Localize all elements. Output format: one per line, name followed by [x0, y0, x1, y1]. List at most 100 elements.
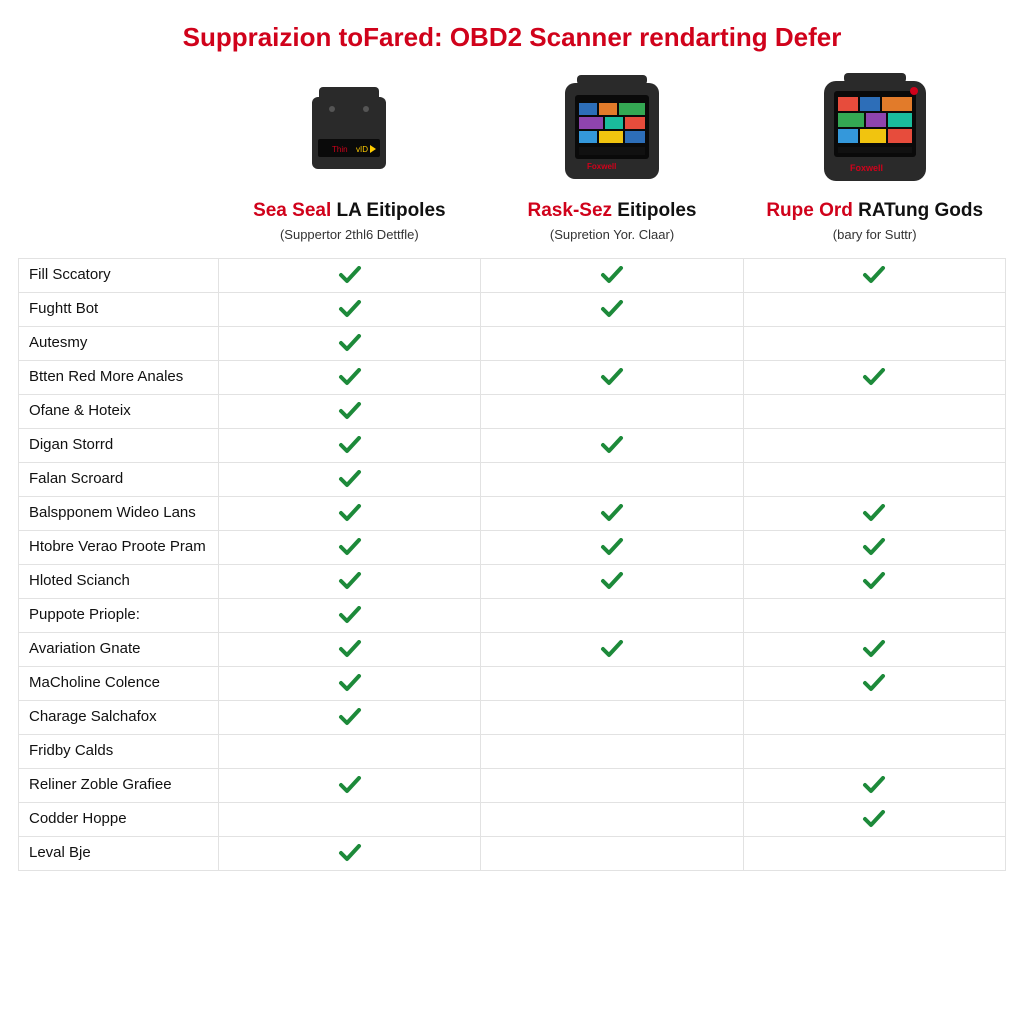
feature-cell — [219, 734, 481, 768]
table-row: Fridby Calds — [19, 734, 1006, 768]
product-subtitle-1: (Supretion Yor. Claar) — [489, 227, 736, 242]
feature-label: Hloted Scianch — [19, 564, 219, 598]
feature-label: Autesmy — [19, 326, 219, 360]
feature-cell — [743, 700, 1005, 734]
product-name-black-0: LA Eitipoles — [331, 200, 445, 221]
feature-cell — [481, 428, 743, 462]
check-icon — [338, 776, 362, 794]
feature-cell — [219, 292, 481, 326]
feature-label: Fill Sccatory — [19, 258, 219, 292]
feature-cell — [481, 360, 743, 394]
check-icon — [338, 368, 362, 386]
feature-label: Codder Hoppe — [19, 802, 219, 836]
feature-label: Fughtt Bot — [19, 292, 219, 326]
check-icon — [862, 368, 886, 386]
feature-label: Leval Bje — [19, 836, 219, 870]
check-icon — [862, 572, 886, 590]
feature-cell — [481, 326, 743, 360]
feature-cell — [743, 666, 1005, 700]
check-icon — [862, 640, 886, 658]
feature-cell — [481, 802, 743, 836]
feature-cell — [219, 836, 481, 870]
feature-cell — [481, 394, 743, 428]
check-icon — [600, 640, 624, 658]
product-name-2: Rupe Ord RATung Gods — [751, 199, 998, 223]
feature-cell — [219, 666, 481, 700]
feature-cell — [743, 394, 1005, 428]
check-icon — [338, 674, 362, 692]
table-row: Htobre Verao Proote Pram — [19, 530, 1006, 564]
check-icon — [862, 504, 886, 522]
feature-cell — [743, 564, 1005, 598]
device-image-1: Foxwell — [547, 69, 677, 189]
feature-cell — [743, 292, 1005, 326]
feature-label: Digan Storrd — [19, 428, 219, 462]
feature-cell — [219, 530, 481, 564]
table-row: Puppote Priople: — [19, 598, 1006, 632]
table-row: Reliner Zoble Grafiee — [19, 768, 1006, 802]
feature-label: Htobre Verao Proote Pram — [19, 530, 219, 564]
feature-label: Avariation Gnate — [19, 632, 219, 666]
feature-label: Ofane & Hoteix — [19, 394, 219, 428]
feature-cell — [481, 496, 743, 530]
table-row: Balspponem Wideo Lans — [19, 496, 1006, 530]
feature-cell — [481, 292, 743, 326]
product-subtitle-0: (Suppertor 2thl6 Dettfle) — [226, 227, 473, 242]
svg-text:vID: vID — [356, 145, 368, 154]
check-icon — [600, 300, 624, 318]
feature-cell — [219, 360, 481, 394]
feature-label: Reliner Zoble Grafiee — [19, 768, 219, 802]
product-subtitle-2: (bary for Suttr) — [751, 227, 998, 242]
table-row: Codder Hoppe — [19, 802, 1006, 836]
device-image-0: Thin vID — [284, 69, 414, 189]
feature-cell — [219, 802, 481, 836]
feature-cell — [743, 530, 1005, 564]
check-icon — [600, 266, 624, 284]
feature-cell — [219, 632, 481, 666]
table-row: Ofane & Hoteix — [19, 394, 1006, 428]
table-row: Avariation Gnate — [19, 632, 1006, 666]
svg-text:Thin: Thin — [332, 145, 348, 154]
feature-label: Balspponem Wideo Lans — [19, 496, 219, 530]
product-col-2: Foxwell Rupe Ord RATung Gods (bary for S… — [743, 63, 1006, 252]
feature-cell — [743, 734, 1005, 768]
table-row: Charage Salchafox — [19, 700, 1006, 734]
table-row: Fughtt Bot — [19, 292, 1006, 326]
product-name-black-2: RATung Gods — [853, 200, 983, 221]
feature-cell — [219, 700, 481, 734]
feature-cell — [219, 768, 481, 802]
check-icon — [600, 368, 624, 386]
feature-cell — [743, 836, 1005, 870]
check-icon — [338, 334, 362, 352]
table-row: Leval Bje — [19, 836, 1006, 870]
product-name-red-1: Rask-Sez — [528, 200, 613, 221]
header-spacer — [18, 63, 218, 252]
check-icon — [862, 266, 886, 284]
feature-cell — [743, 802, 1005, 836]
feature-cell — [743, 258, 1005, 292]
feature-cell — [481, 632, 743, 666]
feature-cell — [481, 700, 743, 734]
table-row: Btten Red More Anales — [19, 360, 1006, 394]
check-icon — [862, 674, 886, 692]
feature-cell — [743, 632, 1005, 666]
product-name-black-1: Eitipoles — [612, 200, 696, 221]
product-name-0: Sea Seal LA Eitipoles — [226, 199, 473, 223]
feature-label: Puppote Priople: — [19, 598, 219, 632]
device-image-2: Foxwell — [810, 69, 940, 189]
check-icon — [338, 266, 362, 284]
feature-cell — [481, 836, 743, 870]
check-icon — [862, 776, 886, 794]
feature-label: Charage Salchafox — [19, 700, 219, 734]
product-name-red-2: Rupe Ord — [766, 200, 853, 221]
check-icon — [338, 606, 362, 624]
table-row: Digan Storrd — [19, 428, 1006, 462]
feature-cell — [219, 428, 481, 462]
check-icon — [338, 470, 362, 488]
check-icon — [600, 436, 624, 454]
feature-cell — [743, 768, 1005, 802]
feature-cell — [219, 394, 481, 428]
check-icon — [338, 572, 362, 590]
feature-cell — [743, 360, 1005, 394]
feature-cell — [481, 462, 743, 496]
